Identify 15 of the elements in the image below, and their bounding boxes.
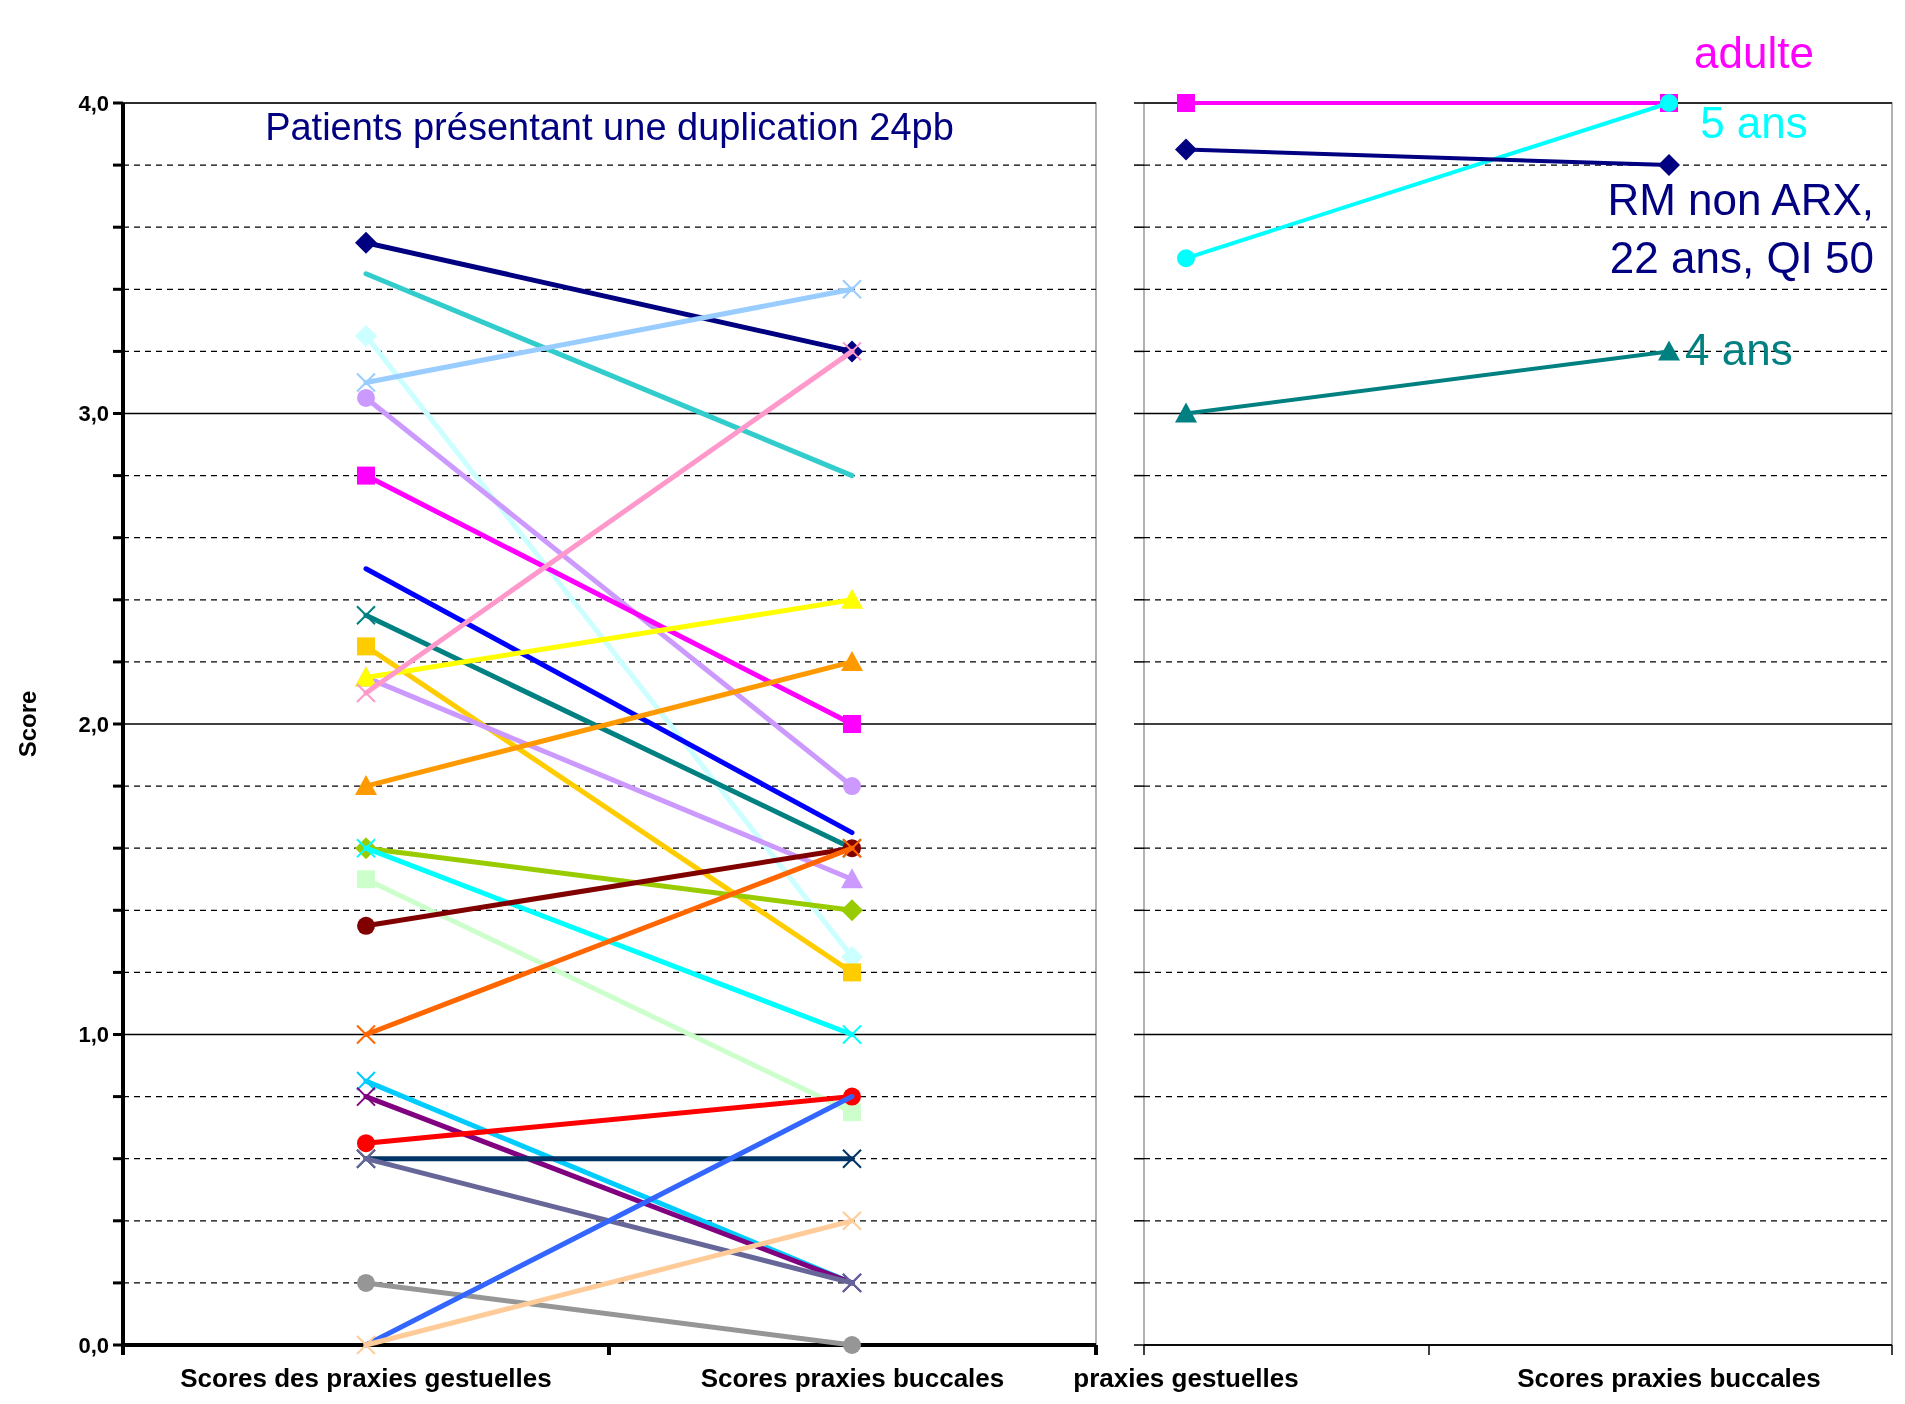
x-tick-label: Scores des praxies gestuelles [180, 1363, 552, 1393]
y-axis-title: Score [14, 690, 41, 758]
y-tick-label: 1,0 [78, 1022, 109, 1047]
y-tick-label: 2,0 [78, 711, 109, 737]
series-label: 5 ans [1700, 98, 1808, 147]
y-tick-label: 0,0 [78, 1332, 109, 1358]
y-tick-label: 4,0 [78, 90, 109, 116]
y-tick-label: 3,0 [78, 401, 109, 426]
x-tick-label: praxies gestuelles [1073, 1363, 1299, 1393]
x-tick-label: Scores praxies buccales [1517, 1363, 1821, 1393]
x-tick-label: Scores praxies buccales [700, 1363, 1005, 1393]
chart-title: Patients présentant une duplication 24pb [265, 106, 954, 148]
series-label: 4 ans [1685, 325, 1793, 375]
series-label: adulte [1694, 28, 1814, 77]
series-label: RM non ARX, 22 ans, QI 50 [1607, 175, 1874, 283]
